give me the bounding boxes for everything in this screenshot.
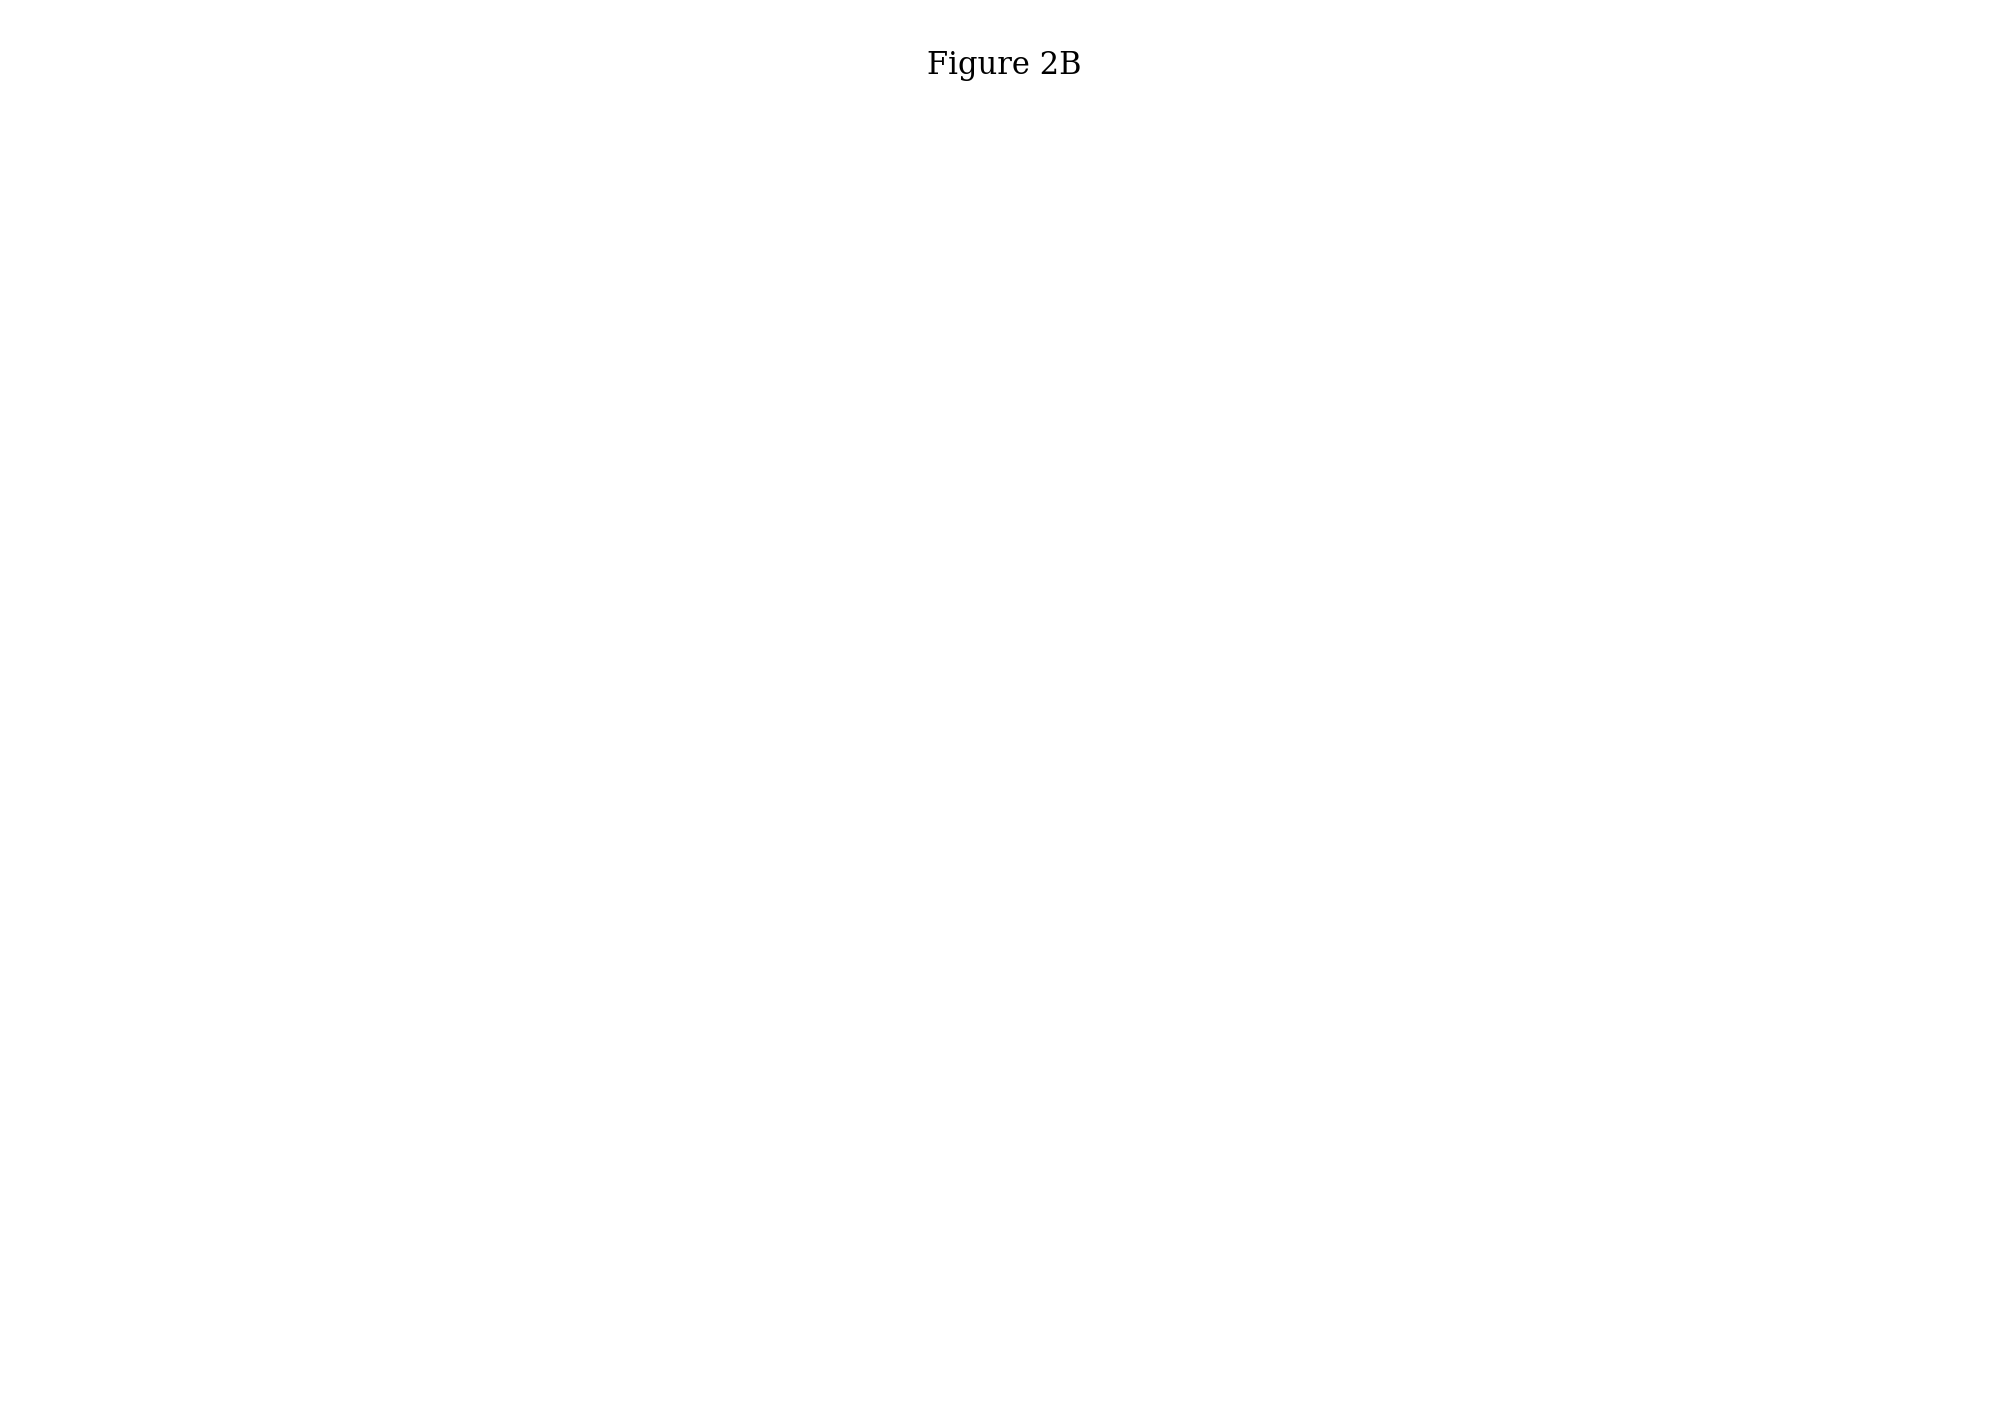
Text: Figure 2B: Figure 2B (927, 49, 1080, 80)
